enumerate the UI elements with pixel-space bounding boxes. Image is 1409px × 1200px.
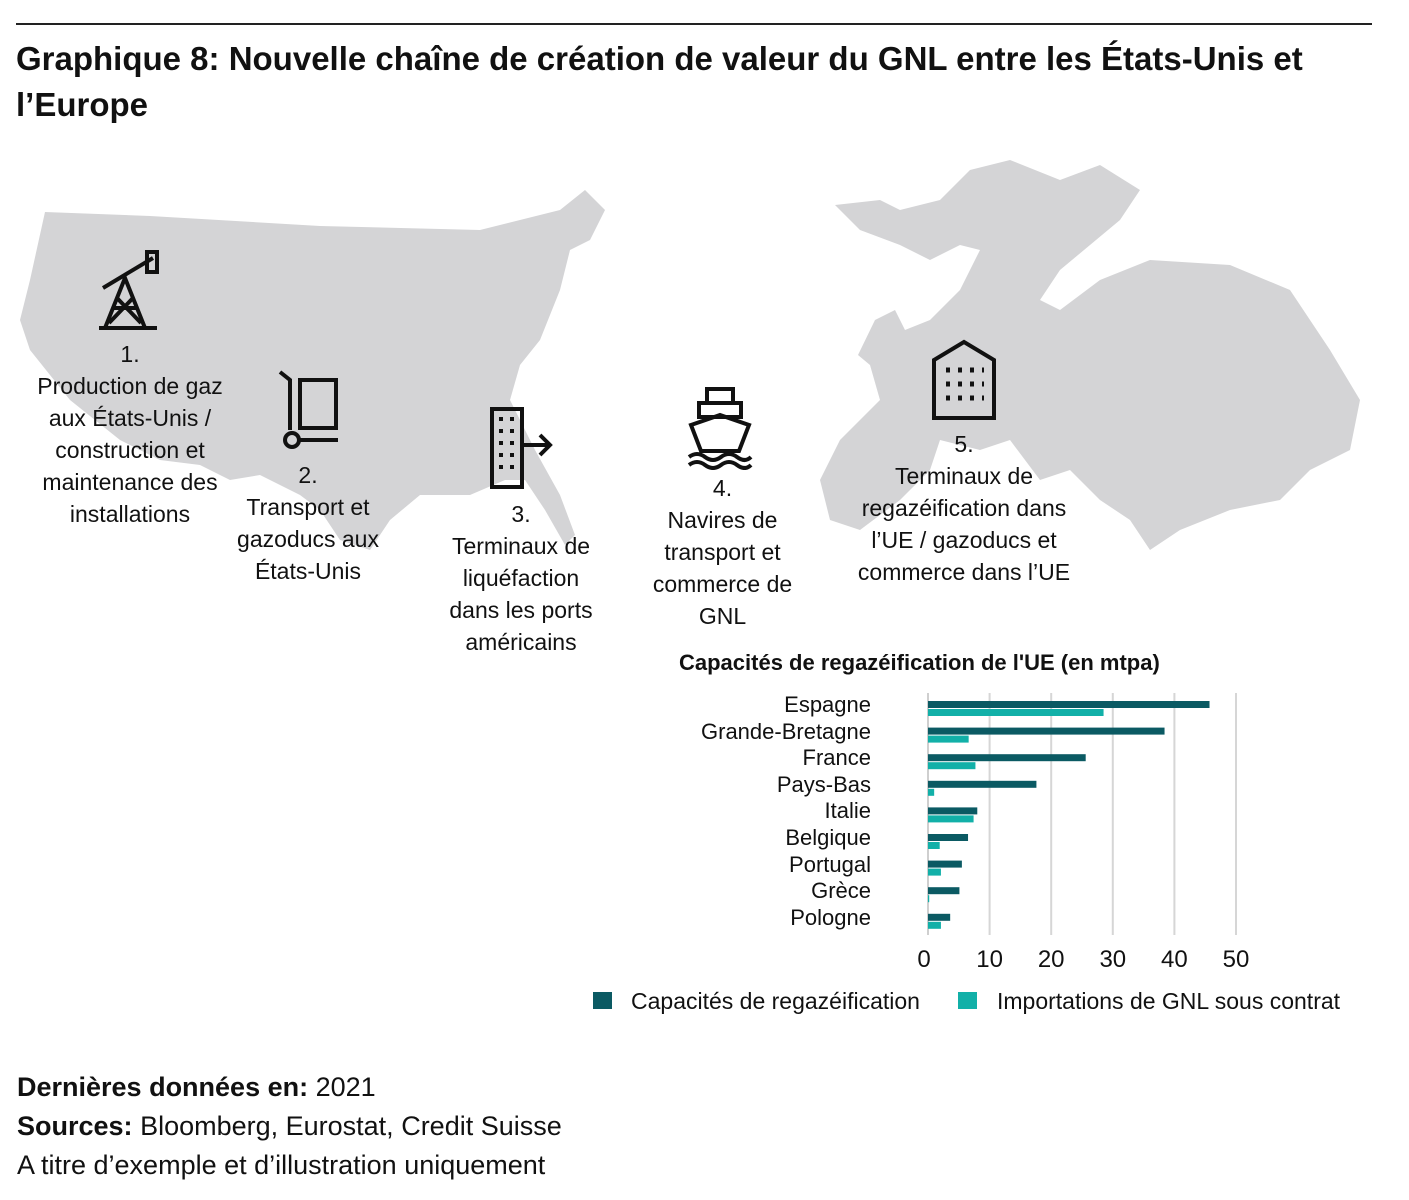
bar-capacity-grande-bretagne xyxy=(928,727,1165,735)
bar-capacity-france xyxy=(928,754,1086,762)
bar-imports-france xyxy=(928,762,976,770)
ship-icon xyxy=(687,387,753,470)
legend-label-capacity: Capacités de regazéification xyxy=(631,988,920,1014)
data-value: 2021 xyxy=(315,1072,376,1102)
bar-imports-belgique xyxy=(928,842,940,849)
step-number: 3. xyxy=(511,501,531,527)
hand-truck-icon xyxy=(278,370,338,449)
x-tick-label: 20 xyxy=(1037,946,1065,973)
step-text: Production de gaz aux États-Unis / const… xyxy=(37,373,223,527)
bar-capacity-pologne xyxy=(928,913,951,921)
step-1: 1. Production de gaz aux États-Unis / co… xyxy=(20,338,240,530)
maps xyxy=(20,160,1360,550)
footer-note: A titre d’exemple et d’illustration uniq… xyxy=(17,1150,546,1180)
building-export-icon xyxy=(490,407,553,489)
x-tick-label: 40 xyxy=(1161,946,1188,973)
sources-value: Bloomberg, Eurostat, Credit Suisse xyxy=(140,1111,562,1141)
category-label: Grande-Bretagne xyxy=(701,718,871,744)
bar-capacity-grèce xyxy=(928,887,960,895)
legend-swatch-imports xyxy=(958,992,977,1009)
bar-imports-pays-bas xyxy=(928,788,935,796)
bar-imports-italie xyxy=(928,815,974,823)
sources-label: Sources: xyxy=(17,1111,133,1141)
step-text: Transport et gazoducs aux États-Unis xyxy=(237,494,379,584)
category-label: Belgique xyxy=(785,825,871,850)
oil-pump-icon xyxy=(99,250,159,330)
warehouse-icon xyxy=(932,339,996,420)
step-3: 3. Terminaux de liquéfaction dans les po… xyxy=(436,498,606,658)
step-number: 1. xyxy=(120,341,140,367)
europe-map xyxy=(820,160,1360,550)
footer-data-date: Dernières données en: 2021 xyxy=(17,1072,376,1103)
step-text: Terminaux de liquéfaction dans les ports… xyxy=(449,533,593,655)
step-number: 2. xyxy=(298,462,318,488)
page-title: Graphique 8: Nouvelle chaîne de création… xyxy=(16,40,1303,123)
bar-capacity-pays-bas xyxy=(928,780,1037,788)
step-text: Navires de transport et commerce de GNL xyxy=(652,507,793,629)
category-label: Portugal xyxy=(789,851,871,877)
category-label: Grèce xyxy=(811,878,871,904)
footer-sources: Sources: Bloomberg, Eurostat, Credit Sui… xyxy=(17,1111,562,1142)
x-tick-label: 30 xyxy=(1099,946,1127,973)
legend-swatch-capacity xyxy=(593,992,612,1009)
x-tick-label: 10 xyxy=(976,946,1003,973)
step-number: 4. xyxy=(712,475,733,501)
data-label: Dernières données en: xyxy=(17,1072,309,1102)
bar-imports-grèce xyxy=(928,895,930,903)
step-5: 5. Terminaux de regazéification dans l’U… xyxy=(845,428,1083,588)
x-tick-label: 50 xyxy=(1222,946,1250,973)
category-label: France xyxy=(802,745,871,771)
x-tick-label: 0 xyxy=(917,946,931,973)
top-rule xyxy=(16,23,1372,25)
bar-imports-pologne xyxy=(928,921,941,929)
step-number: 5. xyxy=(954,431,974,457)
category-label: Italie xyxy=(824,798,871,824)
category-label: Pays-Bas xyxy=(776,771,871,797)
category-label: Pologne xyxy=(790,904,871,930)
bar-capacity-italie xyxy=(928,807,978,815)
category-label: Espagne xyxy=(784,692,871,717)
bar-imports-grande-bretagne xyxy=(928,735,969,743)
bar-capacity-belgique xyxy=(928,834,969,841)
bar-imports-portugal xyxy=(928,868,941,876)
step-2: 2. Transport et gazoducs aux États-Unis xyxy=(228,459,388,587)
usa-map xyxy=(20,190,605,550)
bar-capacity-espagne xyxy=(928,701,1210,708)
bar-imports-espagne xyxy=(928,709,1104,716)
legend-label-imports: Importations de GNL sous contrat xyxy=(997,988,1341,1014)
step-4: 4. Navires de transport et commerce de G… xyxy=(650,472,795,632)
bar-capacity-portugal xyxy=(928,860,962,868)
step-text: Terminaux de regazéification dans l’UE /… xyxy=(857,463,1071,585)
chart-title: Capacités de regazéification de l'UE (en… xyxy=(679,650,1160,675)
